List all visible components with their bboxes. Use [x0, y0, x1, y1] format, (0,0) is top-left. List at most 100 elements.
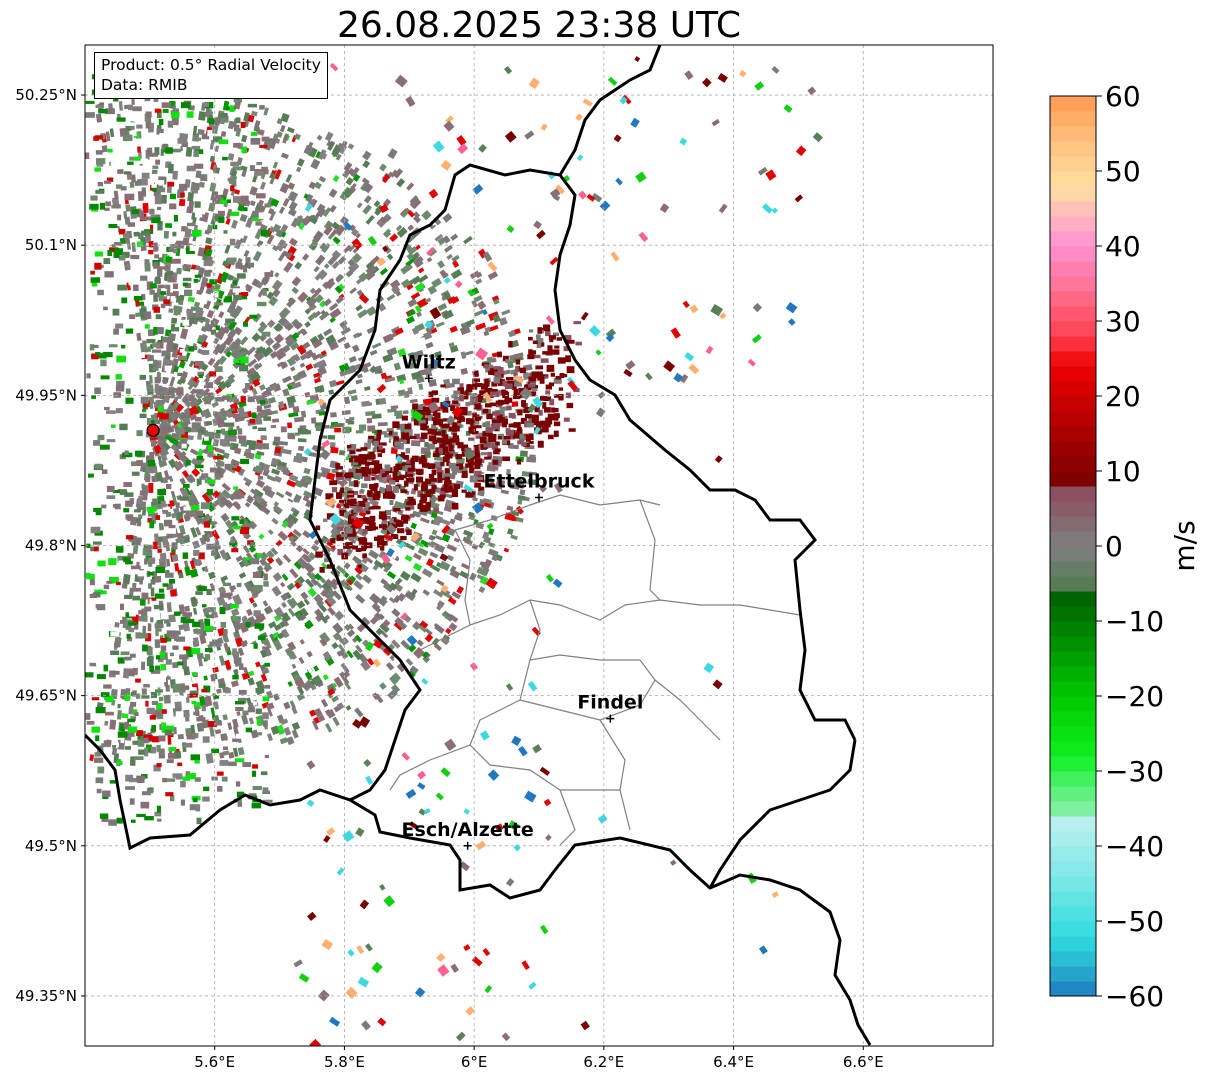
colorbar-band — [1050, 981, 1096, 997]
colorbar-band — [1050, 336, 1096, 352]
colorbar-ticks: 60 50 40 30 20 10 0 −10 −20 −30 −40 −50 −60 — [1096, 80, 1164, 1013]
colorbar-band — [1050, 636, 1096, 652]
map-title: 26.08.2025 23:38 UTC — [336, 5, 742, 46]
colorbar-tick-label: 20 — [1105, 380, 1141, 413]
colorbar-band — [1050, 831, 1096, 847]
colorbar-tick-label: −10 — [1105, 605, 1164, 638]
colorbar-band — [1050, 186, 1096, 202]
colorbar-band — [1050, 441, 1096, 457]
colorbar-band — [1050, 726, 1096, 742]
colorbar-band — [1050, 381, 1096, 397]
lon-tick-label: 6°E — [461, 1053, 488, 1071]
colorbar-band — [1050, 936, 1096, 952]
colorbar-band — [1050, 681, 1096, 697]
colorbar-band — [1050, 546, 1096, 562]
country-borders — [85, 45, 872, 1046]
lat-tick-label: 49.95°N — [15, 386, 77, 404]
lat-tick-label: 49.35°N — [15, 987, 77, 1005]
colorbar-band — [1050, 471, 1096, 487]
colorbar-band — [1050, 621, 1096, 637]
colorbar-band — [1050, 171, 1096, 187]
colorbar-tick-label: 50 — [1105, 155, 1141, 188]
colorbar-band — [1050, 126, 1096, 142]
colorbar-band — [1050, 351, 1096, 367]
colorbar-band — [1050, 276, 1096, 292]
town-marker — [463, 841, 472, 850]
colorbar-band — [1050, 756, 1096, 772]
colorbar-band — [1050, 141, 1096, 157]
colorbar-band — [1050, 666, 1096, 682]
colorbar-band — [1050, 426, 1096, 442]
borders-layer — [85, 45, 872, 1046]
lat-tick-label: 49.8°N — [25, 537, 77, 555]
colorbar-tick-label: 60 — [1105, 80, 1141, 113]
colorbar-band — [1050, 306, 1096, 322]
town-marker — [535, 493, 543, 502]
data-source-label: Data: RMIB — [101, 76, 188, 94]
colorbar-band — [1050, 876, 1096, 892]
lon-tick-label: 6.2°E — [583, 1053, 624, 1071]
town-label: Wiltz — [402, 351, 456, 373]
colorbar-band — [1050, 591, 1096, 607]
colorbar-band — [1050, 216, 1096, 232]
colorbar-band — [1050, 111, 1096, 127]
colorbar-band — [1050, 921, 1096, 937]
town-markers: Wiltz Ettelbruck Findel Esch/Alzette — [402, 351, 643, 850]
colorbar-band — [1050, 291, 1096, 307]
town-label: Findel — [577, 692, 643, 714]
colorbar-band — [1050, 606, 1096, 622]
town-label: Ettelbruck — [484, 470, 595, 492]
colorbar-band — [1050, 786, 1096, 802]
colorbar-band — [1050, 366, 1096, 382]
colorbar-band — [1050, 801, 1096, 817]
colorbar-band — [1050, 261, 1096, 277]
colorbar-band — [1050, 711, 1096, 727]
lon-tick-label: 6.4°E — [713, 1053, 754, 1071]
colorbar-band — [1050, 966, 1096, 982]
lat-tick-label: 50.25°N — [15, 86, 77, 104]
colorbar-band — [1050, 516, 1096, 532]
town-label: Esch/Alzette — [402, 819, 534, 841]
lon-tick-label: 5.8°E — [324, 1053, 365, 1071]
colorbar-tick-label: −50 — [1105, 905, 1164, 938]
colorbar-tick-label: 0 — [1105, 530, 1123, 563]
colorbar-unit-label: m/s — [1168, 520, 1201, 571]
colorbar-tick-label: −40 — [1105, 830, 1164, 863]
product-info-box: Product: 0.5° Radial Velocity Data: RMIB — [94, 52, 328, 99]
colorbar-tick-label: 40 — [1105, 230, 1141, 263]
colorbar-band — [1050, 576, 1096, 592]
lon-tick-label: 5.6°E — [194, 1053, 235, 1071]
lon-tick-label: 6.6°E — [843, 1053, 884, 1071]
town-marker — [606, 714, 615, 723]
colorbar-tick-label: −30 — [1105, 755, 1164, 788]
product-label: Product: 0.5° Radial Velocity — [101, 56, 321, 74]
lat-tick-label: 49.65°N — [15, 687, 77, 705]
colorbar-band — [1050, 816, 1096, 832]
colorbar-band — [1050, 846, 1096, 862]
colorbar-band — [1050, 486, 1096, 502]
colorbar-band — [1050, 501, 1096, 517]
colorbar-band — [1050, 771, 1096, 787]
colorbar-band — [1050, 396, 1096, 412]
colorbar-band — [1050, 906, 1096, 922]
lat-tick-label: 49.5°N — [25, 837, 77, 855]
radar-site-marker — [146, 423, 160, 437]
colorbar-tick-label: −60 — [1105, 980, 1164, 1013]
colorbar-tick-label: 30 — [1105, 305, 1141, 338]
colorbar-bands — [1050, 96, 1096, 997]
colorbar-tick-label: 10 — [1105, 455, 1141, 488]
colorbar-band — [1050, 411, 1096, 427]
colorbar-tick-label: −20 — [1105, 680, 1164, 713]
colorbar-band — [1050, 231, 1096, 247]
colorbar-band — [1050, 96, 1096, 112]
colorbar-band — [1050, 696, 1096, 712]
colorbar-band — [1050, 156, 1096, 172]
colorbar-band — [1050, 951, 1096, 967]
colorbar-band — [1050, 891, 1096, 907]
colorbar-band — [1050, 531, 1096, 547]
colorbar-band — [1050, 741, 1096, 757]
colorbar-band — [1050, 561, 1096, 577]
lat-tick-label: 50.1°N — [25, 236, 77, 254]
colorbar-band — [1050, 456, 1096, 472]
